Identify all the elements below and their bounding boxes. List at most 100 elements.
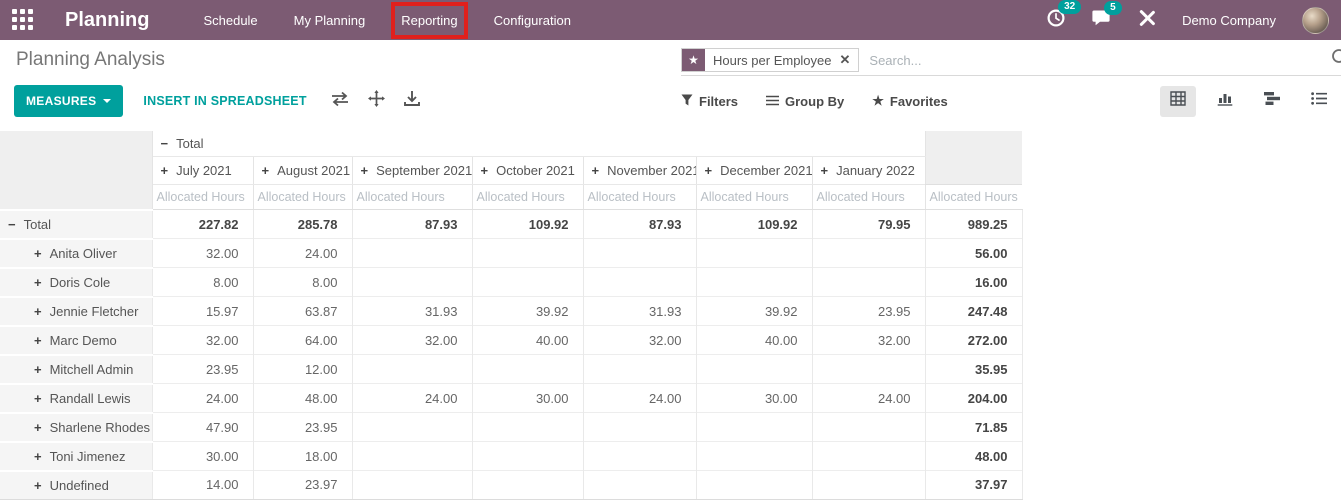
pivot-col-header[interactable]: + October 2021 [471,156,583,185]
pivot-measure-header[interactable]: Allocated Hours [582,184,696,210]
pivot-cell [471,470,583,500]
pivot-row: + Toni Jimenez 30.00 18.00 48.00 [0,440,1023,471]
facet-remove-icon[interactable]: ✕ [839,52,851,67]
pivot-row-header[interactable]: + Anita Oliver [0,237,152,268]
pivot-row-total-cell: 16.00 [924,267,1023,297]
pivot-col-header[interactable]: + January 2022 [811,156,926,185]
pivot-cell: 39.92 [695,296,812,326]
expand-all-icon[interactable] [367,90,385,112]
insert-in-spreadsheet-button[interactable]: INSERT IN SPREADSHEET [143,94,307,108]
company-switcher[interactable]: Demo Company [1182,12,1276,28]
search-icon[interactable] [1331,48,1341,72]
view-button-pivot[interactable] [1160,85,1196,117]
pivot-measure-header[interactable]: Allocated Hours [351,184,472,210]
pivot-cell [695,238,812,268]
pivot-cell [811,441,926,471]
pivot-row-total-cell: 56.00 [924,238,1023,268]
pivot-measure-header[interactable]: Allocated Hours [924,184,1023,210]
activities-button[interactable]: 32 [1046,0,1082,33]
pivot-cell [695,470,812,500]
flip-axis-icon[interactable] [331,91,349,112]
collapse-icon: − [8,216,16,232]
pivot-cell [582,470,696,500]
pivot-col-header[interactable]: + November 2021 [582,156,696,185]
list-view-icon-button[interactable] [1301,86,1337,117]
pivot-row-header[interactable]: − Total [0,208,152,239]
pivot-measure-header[interactable]: Allocated Hours [252,184,352,210]
pivot-row-header[interactable]: + Marc Demo [0,324,152,355]
menu-item-reporting[interactable]: Reporting [391,1,468,39]
pivot-cell: 87.93 [351,209,472,239]
pivot-view: − Total + July 2021 + August 2021 + September 2… [0,131,1341,500]
pivot-cell [471,267,583,297]
pivot-cell: 47.90 [151,412,253,442]
pivot-measure-header[interactable]: Allocated Hours [471,184,583,210]
pivot-measure-header[interactable]: Allocated Hours [695,184,812,210]
pivot-row: + Undefined 14.00 23.97 37.97 [0,469,1023,500]
pivot-cell: 23.95 [252,412,352,442]
apps-menu-icon[interactable] [12,8,35,32]
pivot-cell: 24.00 [151,383,253,413]
favorites-star-icon: ★ [872,93,884,108]
pivot-row-header[interactable]: + Undefined [0,469,152,500]
pivot-row-total-cell: 71.85 [924,412,1023,442]
pivot-cell [582,267,696,297]
pivot-table: − Total + July 2021 + August 2021 + September 2… [0,131,1023,500]
expand-icon: + [34,477,42,493]
menu-item-configuration[interactable]: Configuration [493,12,571,28]
search-facet: ★ Hours per Employee ✕ [681,48,860,72]
expand-icon: + [34,361,42,377]
pivot-cell [351,441,472,471]
pivot-row-total-cell: 989.25 [924,209,1023,239]
view-button-graph[interactable] [1207,86,1243,117]
collapse-icon: − [160,136,169,151]
search-input[interactable] [867,51,1323,69]
menu-item-schedule[interactable]: Schedule [203,12,258,28]
pivot-cell: 12.00 [252,354,352,384]
search-options: Filters Group By ★ Favorites [681,93,948,109]
menu-item-my-planning[interactable]: My Planning [293,12,366,28]
pivot-cell [351,412,472,442]
pivot-cell: 109.92 [471,209,583,239]
pivot-measure-header[interactable]: Allocated Hours [811,184,926,210]
pivot-row-total-cell: 37.97 [924,470,1023,500]
pivot-row: + Doris Cole 8.00 8.00 16.00 [0,266,1023,297]
app-name[interactable]: Planning [65,8,150,31]
pivot-col-header[interactable]: + July 2021 [151,156,253,185]
developer-tools-button[interactable] [1138,9,1156,32]
group-by-button[interactable]: Group By [766,94,844,109]
measures-button[interactable]: MEASURES [14,85,124,117]
messages-button[interactable]: 5 [1092,0,1122,32]
nav-menu: Schedule My Planning Reporting Configura… [203,1,571,39]
pivot-cell: 31.93 [582,296,696,326]
pivot-cell: 30.00 [471,383,583,413]
user-avatar[interactable] [1302,6,1329,34]
pivot-measure-header[interactable]: Allocated Hours [151,184,253,210]
pivot-row-header[interactable]: + Doris Cole [0,266,152,297]
page-title: Planning Analysis [16,49,165,70]
pivot-row-header[interactable]: + Jennie Fletcher [0,295,152,326]
pivot-cell: 24.00 [582,383,696,413]
pivot-cell: 64.00 [252,325,352,355]
pivot-col-group-header[interactable]: − Total [152,131,926,157]
pivot-col-header[interactable]: + December 2021 [695,156,812,185]
filter-funnel-icon [681,94,693,109]
pivot-col-header[interactable]: + September 2021 [351,156,472,185]
list-view-icon [1311,92,1327,110]
pivot-row-header[interactable]: + Randall Lewis [0,382,152,413]
pivot-actions [331,90,420,112]
pivot-row-header[interactable]: + Mitchell Admin [0,353,152,384]
pivot-row-header[interactable]: + Sharlene Rhodes [0,411,152,442]
menu-item-reporting-label: Reporting [401,12,458,28]
download-icon[interactable] [403,90,420,112]
favorites-button[interactable]: ★ Favorites [872,93,948,109]
pivot-col-header[interactable]: + August 2021 [252,156,352,185]
pivot-cell: 15.97 [151,296,253,326]
pivot-cell [811,238,926,268]
gantt-view-icon-button[interactable] [1254,86,1290,117]
filters-button[interactable]: Filters [681,94,738,109]
pivot-row-header[interactable]: + Toni Jimenez [0,440,152,471]
pivot-cell: 8.00 [151,267,253,297]
pivot-row-total-cell: 35.95 [924,354,1023,384]
pivot-cell [351,238,472,268]
